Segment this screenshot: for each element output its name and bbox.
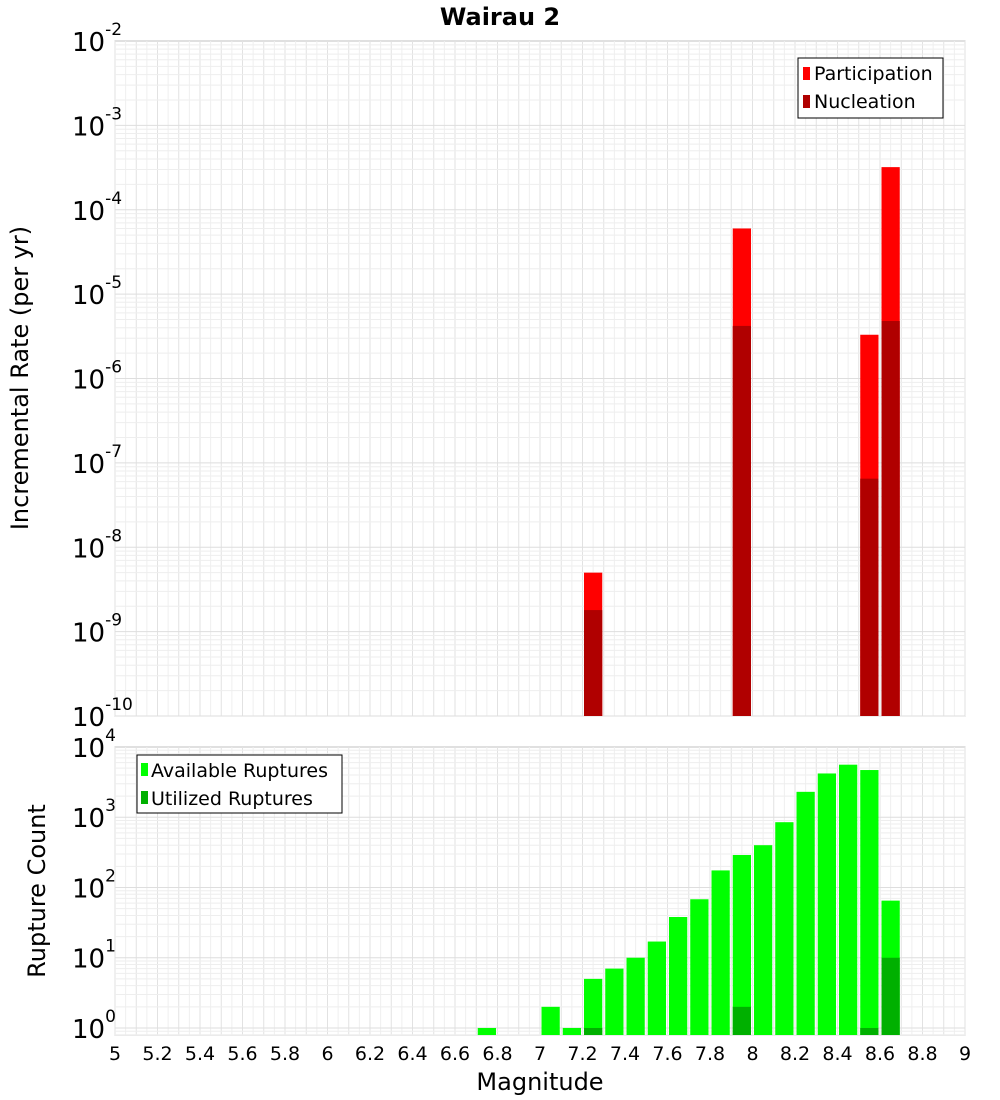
top-gridlines [114, 41, 966, 717]
x-tick-label: 8 [746, 1043, 758, 1065]
legend-swatch-available [141, 763, 148, 776]
top-y-axis-label: Incremental Rate (per yr) [6, 226, 34, 530]
legend-swatch-nucleation [803, 95, 810, 108]
bottom-plot: 100 101 102 103 104 Rupture Count Available … [23, 726, 966, 1045]
bottom-bar-available-ruptures [669, 917, 688, 1035]
top-bars [584, 167, 900, 716]
x-tick-label: 8.4 [822, 1043, 852, 1065]
bottom-bar-available-ruptures [796, 791, 815, 1035]
bottom-y-tick-labels: 100 101 102 103 104 [72, 726, 116, 1045]
x-tick-label: 6.6 [440, 1043, 470, 1065]
bottom-y-tick-label: 102 [72, 866, 116, 904]
bottom-bar-available-ruptures [690, 899, 709, 1035]
x-tick-label: 8.2 [780, 1043, 810, 1065]
x-tick-label: 7.6 [652, 1043, 682, 1065]
x-tick-label: 6.8 [482, 1043, 512, 1065]
x-tick-label: 7.2 [567, 1043, 597, 1065]
top-y-tick-label: 10-5 [72, 273, 122, 311]
bottom-bars [477, 764, 900, 1035]
bottom-bar-utilized-ruptures [732, 1006, 751, 1035]
top-y-tick-labels: 10-10 10-9 10-8 10-7 10-6 10-5 10-4 10-3 10-2 [72, 20, 133, 733]
x-tick-label: 8.6 [865, 1043, 895, 1065]
x-tick-label: 9 [959, 1043, 971, 1065]
bottom-bar-utilized-ruptures [881, 957, 900, 1035]
x-tick-label: 5.8 [270, 1043, 300, 1065]
top-y-tick-label: 10-6 [72, 358, 122, 396]
top-legend: Participation Nucleation [797, 57, 944, 119]
bottom-y-axis-label: Rupture Count [23, 804, 51, 978]
bottom-bar-available-ruptures [584, 978, 603, 1035]
top-bar-nucleation [584, 610, 603, 716]
legend-label-participation: Participation [814, 63, 933, 85]
top-bar-nucleation [881, 321, 900, 716]
bottom-y-tick-label: 101 [72, 937, 116, 975]
x-tick-labels: 5 5.2 5.4 5.6 5.8 6 6.2 6.4 6.6 6.8 7 7.2 7.4 7.6 7.8 8… [109, 1043, 971, 1065]
x-tick-label: 5.6 [227, 1043, 257, 1065]
top-bar-nucleation [860, 478, 879, 716]
bottom-bar-available-ruptures [626, 957, 645, 1035]
top-plot: 10-10 10-9 10-8 10-7 10-6 10-5 10-4 10-3 10-2 In… [6, 20, 966, 733]
legend-swatch-utilized [141, 791, 148, 804]
bottom-bar-available-ruptures [732, 855, 751, 1035]
bottom-bar-available-ruptures [477, 1027, 496, 1035]
x-axis-label: Magnitude [476, 1068, 603, 1096]
bottom-bar-utilized-ruptures [584, 1027, 603, 1035]
x-tick-label: 5.4 [185, 1043, 215, 1065]
top-y-tick-label: 10-3 [72, 104, 122, 142]
x-tick-label: 6.4 [397, 1043, 427, 1065]
top-y-tick-label: 10-2 [72, 20, 122, 58]
bottom-bar-available-ruptures [860, 770, 879, 1035]
x-tick-label: 6 [321, 1043, 333, 1065]
bottom-y-tick-label: 103 [72, 796, 116, 834]
bottom-legend-box [136, 754, 343, 814]
bottom-bar-available-ruptures [541, 1006, 560, 1035]
bottom-legend: Available Ruptures Utilized Ruptures [136, 754, 343, 814]
bottom-bar-available-ruptures [754, 845, 773, 1035]
top-y-tick-label: 10-10 [72, 695, 133, 733]
legend-swatch-participation [803, 67, 810, 80]
x-tick-label: 5.2 [142, 1043, 172, 1065]
x-tick-label: 7 [534, 1043, 546, 1065]
x-tick-label: 8.8 [907, 1043, 937, 1065]
legend-label-nucleation: Nucleation [814, 91, 916, 113]
x-tick-label: 5 [109, 1043, 121, 1065]
bottom-bar-utilized-ruptures [860, 1027, 879, 1035]
top-bar-nucleation [732, 325, 751, 716]
x-tick-label: 6.2 [355, 1043, 385, 1065]
top-y-tick-label: 10-9 [72, 611, 122, 649]
top-y-tick-label: 10-7 [72, 442, 122, 480]
legend-label-utilized: Utilized Ruptures [151, 788, 313, 810]
top-y-tick-label: 10-8 [72, 526, 122, 564]
x-tick-label: 7.8 [695, 1043, 725, 1065]
bottom-bar-available-ruptures [647, 941, 666, 1035]
bottom-bar-available-ruptures [817, 773, 836, 1035]
top-legend-box [797, 57, 944, 119]
bottom-bar-available-ruptures [605, 968, 624, 1035]
bottom-y-tick-label: 104 [72, 726, 116, 764]
top-y-tick-label: 10-4 [72, 189, 122, 227]
chart-title: Wairau 2 [440, 3, 560, 31]
legend-label-available: Available Ruptures [151, 760, 328, 782]
bottom-bar-available-ruptures [775, 822, 794, 1035]
bottom-y-tick-label: 100 [72, 1007, 116, 1045]
x-tick-label: 7.4 [610, 1043, 640, 1065]
bottom-bar-available-ruptures [711, 870, 730, 1035]
bottom-bar-available-ruptures [839, 764, 858, 1035]
bottom-bar-available-ruptures [562, 1027, 581, 1035]
